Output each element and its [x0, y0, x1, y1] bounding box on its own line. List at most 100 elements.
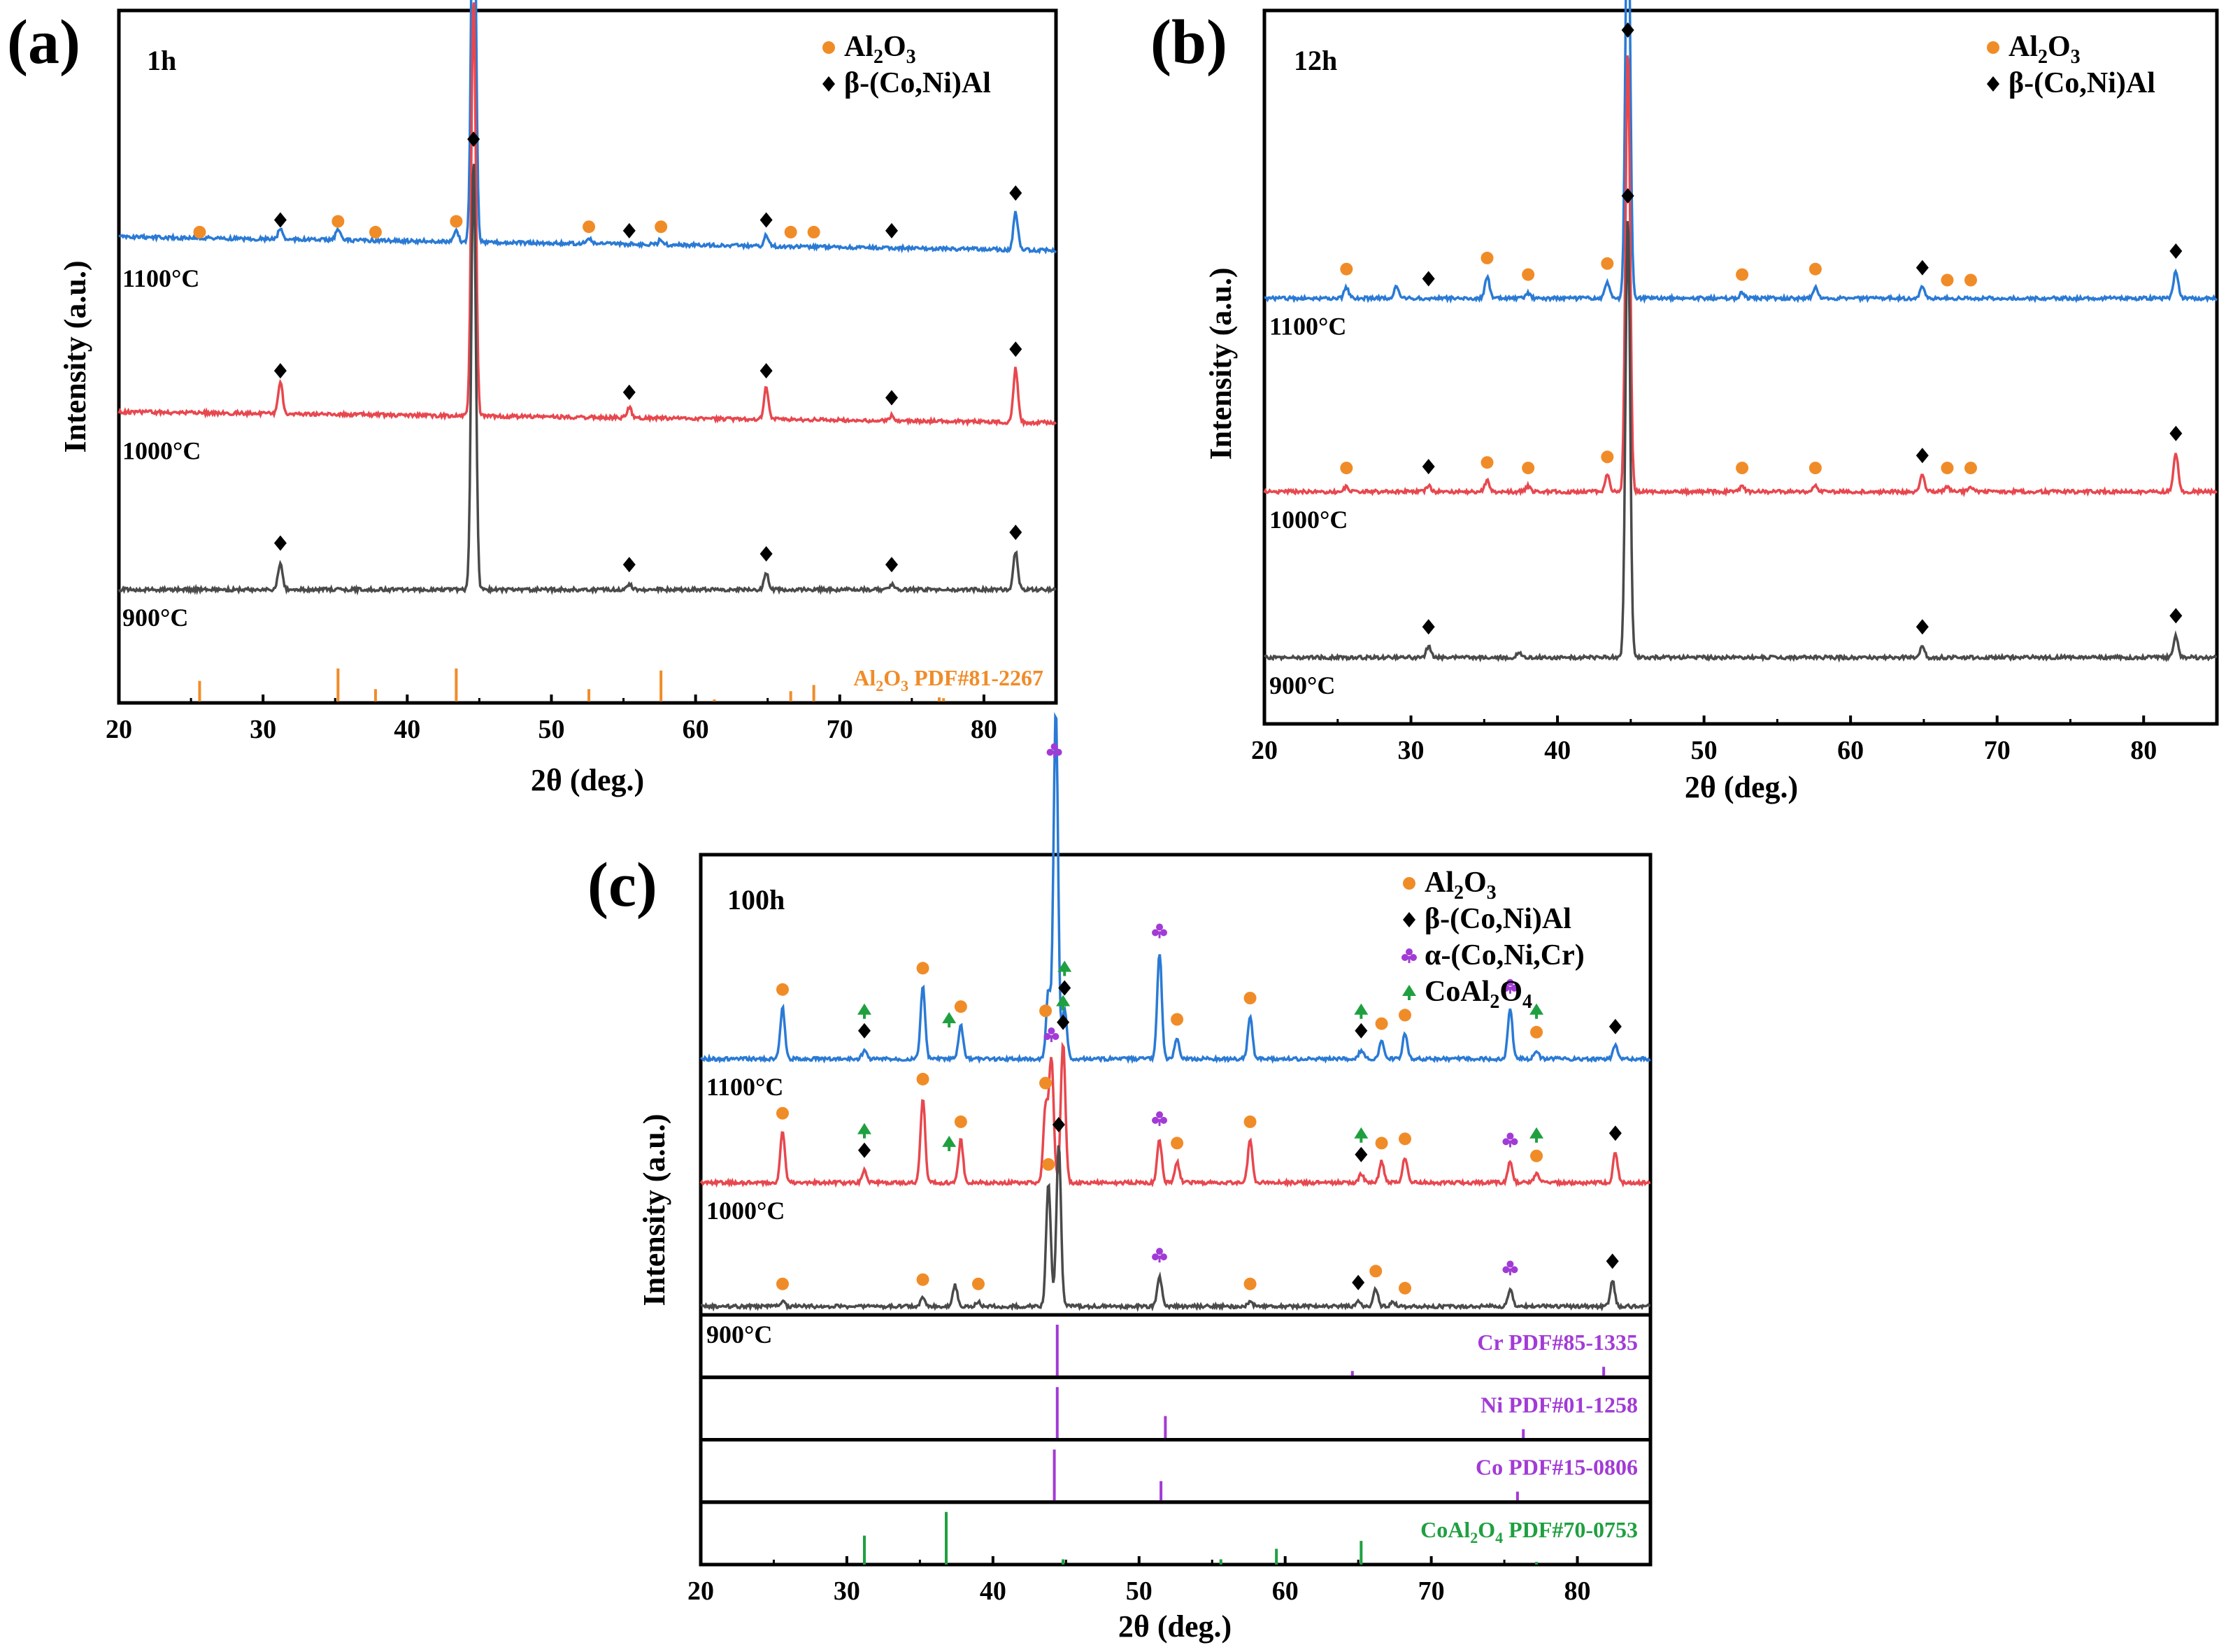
al2o3-marker: [1039, 1076, 1053, 1090]
al2o3-marker: [776, 983, 789, 996]
x-tick-label: 60: [683, 715, 709, 744]
x-tick-label: 40: [1544, 736, 1571, 765]
beta-marker: [1009, 185, 1022, 201]
series-line-1000CC: [117, 2, 1057, 428]
al2o3-marker: [1171, 1013, 1184, 1026]
x-tick-label: 20: [1251, 736, 1278, 765]
beta-marker: [1987, 76, 1999, 92]
beta-marker: [1352, 1274, 1365, 1290]
series-line-1100CC: [1264, 0, 2218, 304]
al2o3-marker: [1941, 273, 1954, 287]
legend-label: β-(Co,Ni)Al: [844, 67, 991, 99]
beta-marker: [467, 131, 480, 147]
coal2o4-marker: [1529, 1127, 1544, 1143]
beta-marker: [759, 546, 773, 562]
beta-marker: [1422, 619, 1435, 635]
series-group: 1100°C 1000°C 900°C: [117, 0, 1057, 632]
coal2o4-marker: [942, 1135, 957, 1151]
alpha-marker: [1401, 948, 1417, 963]
panel-label: (a): [7, 8, 80, 77]
beta-marker: [1057, 1014, 1070, 1030]
series-label: 1000°C: [1269, 506, 1348, 534]
beta-marker: [1009, 525, 1022, 541]
coal2o4-marker: [1354, 1127, 1369, 1143]
x-tick-label: 60: [1272, 1576, 1299, 1606]
coal2o4-marker: [857, 1003, 871, 1019]
panel-a: (a) 1h 1100°C 1000°C 900°C Al2O3 PDF#81-22…: [7, 0, 1058, 797]
al2o3-marker: [1243, 992, 1257, 1004]
beta-marker: [2169, 425, 2183, 441]
x-tick-label: 30: [250, 715, 276, 744]
panel-label: (b): [1150, 8, 1227, 77]
beta-marker: [1915, 259, 1929, 276]
x-axis: 20 30 40 50 60 70 80: [106, 695, 997, 744]
legend-label: Al2O3: [844, 31, 916, 68]
beta-marker: [759, 363, 773, 379]
beta-marker: [1422, 271, 1435, 287]
reference-group: Cr PDF#85-1335 Ni PDF#01-1258 Co PDF#15-08…: [699, 1313, 1653, 1567]
alpha-marker: [1502, 1260, 1518, 1276]
al2o3-marker: [1987, 41, 1999, 54]
beta-marker: [885, 557, 898, 573]
series-label: 1100°C: [1269, 313, 1346, 341]
series-line-900CC: [117, 164, 1057, 596]
beta-marker: [1608, 1018, 1622, 1034]
al2o3-marker: [1399, 1009, 1412, 1022]
alpha-marker: [1046, 743, 1062, 758]
beta-marker: [885, 390, 898, 406]
y-axis-label: Intensity (a.u.): [1204, 267, 1238, 460]
legend-label: CoAl2O4: [1425, 976, 1532, 1013]
x-tick-label: 70: [1418, 1576, 1445, 1606]
series-line-1100CC: [118, 0, 1057, 255]
beta-marker: [1621, 22, 1634, 38]
beta-marker: [857, 1023, 871, 1039]
al2o3-marker: [916, 1273, 929, 1286]
x-tick-label: 60: [1837, 736, 1864, 765]
al2o3-marker: [1375, 1137, 1388, 1150]
series-line-1100CC: [699, 712, 1651, 1064]
beta-marker: [1355, 1023, 1368, 1039]
beta-marker: [1355, 1146, 1368, 1162]
beta-marker: [622, 384, 636, 400]
al2o3-marker: [1243, 1115, 1257, 1128]
x-tick-label: 30: [1398, 736, 1425, 765]
al2o3-marker: [776, 1277, 789, 1290]
time-label: 100h: [727, 884, 785, 916]
beta-marker: [1621, 188, 1634, 204]
coal2o4-marker: [1402, 985, 1416, 1000]
coal2o4-marker: [1529, 1003, 1544, 1019]
legend-label: α-(Co,Ni,Cr): [1425, 939, 1585, 971]
beta-marker: [2169, 243, 2183, 259]
x-tick-label: 70: [1984, 736, 2011, 765]
x-tick-label: 40: [980, 1576, 1006, 1606]
al2o3-marker: [916, 1072, 929, 1085]
al2o3-marker: [1042, 1158, 1055, 1171]
beta-marker: [273, 363, 287, 379]
x-tick-label: 20: [106, 715, 132, 744]
al2o3-marker: [1375, 1017, 1388, 1030]
al2o3-marker: [807, 225, 820, 238]
series-line-900CC: [700, 1145, 1650, 1312]
x-tick-label: 40: [394, 715, 420, 744]
x-tick-label: 70: [827, 715, 853, 744]
al2o3-marker: [369, 225, 382, 238]
x-tick-label: 50: [1691, 736, 1718, 765]
al2o3-marker: [1964, 462, 1977, 475]
alpha-marker: [1502, 978, 1518, 994]
coal2o4-marker: [857, 1123, 871, 1139]
y-axis-label: Intensity (a.u.): [58, 260, 92, 453]
reference-group: Al2O3 PDF#81-2267: [198, 665, 1043, 702]
reference-label: Ni PDF#01-1258: [1481, 1392, 1638, 1417]
beta-marker: [622, 557, 636, 573]
beta-marker: [1915, 619, 1929, 635]
x-axis: 20 30 40 50 60 70 80: [1251, 715, 2157, 765]
x-axis: 20 30 40 50 60 70 80: [687, 1556, 1591, 1606]
series-label: 1100°C: [122, 264, 199, 292]
legend-label: Al2O3: [1425, 867, 1497, 904]
coal2o4-marker: [942, 1011, 957, 1027]
alpha-marker: [1043, 1027, 1060, 1042]
x-tick-label: 30: [834, 1576, 860, 1606]
al2o3-marker: [1808, 462, 1822, 475]
al2o3-marker: [1399, 1281, 1412, 1295]
